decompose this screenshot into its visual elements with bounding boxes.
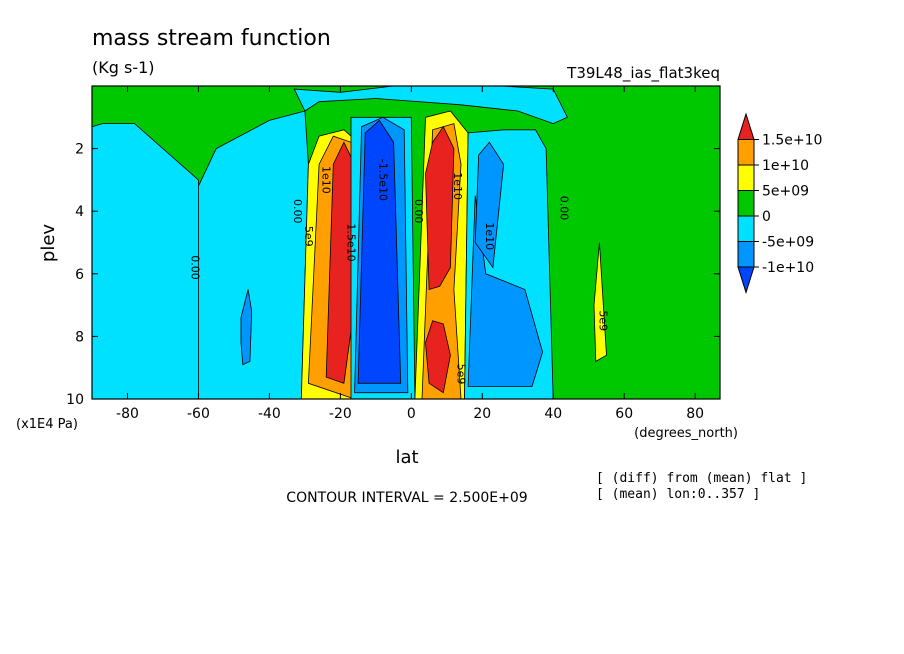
contour-label: 1e10 [451,172,464,200]
y-tick-label: 4 [75,204,84,220]
x-tick-label: 80 [686,406,704,422]
x-tick-label: 40 [544,406,562,422]
region-top-cyan [293,86,568,125]
colorbar-label: 5e+09 [762,184,809,200]
chart-subtitle: (Kg s-1) [92,58,155,77]
y-tick-label: 2 [75,142,84,158]
x-tick-label: 0 [407,406,416,422]
colorbar-label: 1.5e+10 [762,133,822,149]
contour-label: 5e9 [596,310,609,331]
y-axis: 2 4 6 8 10 [66,142,720,408]
contour-label: 1.5e10 [344,223,357,261]
contour-label: 5e9 [454,364,467,385]
x-tick-label: -40 [258,406,281,422]
contour-label: 0.00 [557,196,570,221]
y-axis-units: (x1E4 Pa) [16,417,78,432]
colorbar-label: 1e+10 [762,158,809,174]
y-tick-label: 10 [66,392,84,408]
contour-label: 5e9 [302,226,315,247]
region-nh-blue [467,195,544,387]
contour-label: 1e10 [320,166,333,194]
x-tick-label: -20 [329,406,352,422]
x-axis-units: (degrees_north) [634,426,738,441]
chart-title: mass stream function [92,26,331,51]
contour-label: -1.5e10 [376,159,389,201]
region-nh-blue-upper [474,141,505,269]
colorbar-label: -1e+10 [762,260,814,276]
contour-label-layer: 0.00 0.00 5e9 1e10 1.5e10 -1.5e10 0.00 1e10 1e10… [188,159,609,385]
colorbar-swatch [737,241,755,268]
colorbar: 1.5e+10 1e+10 5e+09 0 -5e+09 -1e+10 [737,112,822,295]
contour-interval: CONTOUR INTERVAL = 2.500E+09 [286,490,527,506]
y-axis-label: plev [38,224,59,263]
colorbar-swatch [737,164,755,191]
region-eq-darkblue [357,119,402,384]
x-tick-label: 60 [615,406,633,422]
colorbar-label: 0 [762,209,771,225]
colorbar-swatch [737,139,755,166]
colorbar-swatch [737,190,755,217]
region-nh-red-upper [425,125,455,291]
colorbar-swatch [737,215,755,242]
y-tick-label: 8 [75,329,84,345]
region-sh-cyan-basin [197,110,309,399]
region-nh-yellow-sliver [593,242,607,363]
experiment-label: T39L48_ias_flat3keq [566,64,720,83]
plot-area: 0.00 0.00 5e9 1e10 1.5e10 -1.5e10 0.00 1e10 1e10… [66,85,721,422]
contour-label: 0.00 [188,255,201,280]
contour-label: 0.00 [412,199,425,224]
region-sh-blue-patch [240,289,253,366]
x-tick-label: -60 [187,406,210,422]
x-tick-label: 20 [473,406,491,422]
region-nh-cyan-band [92,86,199,399]
region-nh-red-lower [425,320,451,394]
colorbar-label: -5e+09 [762,235,814,251]
contour-label: 0.00 [291,199,304,224]
colorbar-arrow-bottom [737,266,755,295]
x-axis-label: lat [395,447,418,468]
contour-label: 1e10 [483,222,496,250]
note-mean: [ (mean) lon:0..357 ] [596,487,760,502]
note-diff: [ (diff) from (mean) flat ] [596,471,807,486]
colorbar-arrow-top [737,112,755,140]
plot-frame [91,85,721,400]
x-axis: -80 -60 -40 -20 0 20 40 60 80 [116,86,704,422]
y-tick-label: 6 [75,267,84,283]
x-tick-label: -80 [116,406,139,422]
contour-fill-layer [92,86,607,399]
